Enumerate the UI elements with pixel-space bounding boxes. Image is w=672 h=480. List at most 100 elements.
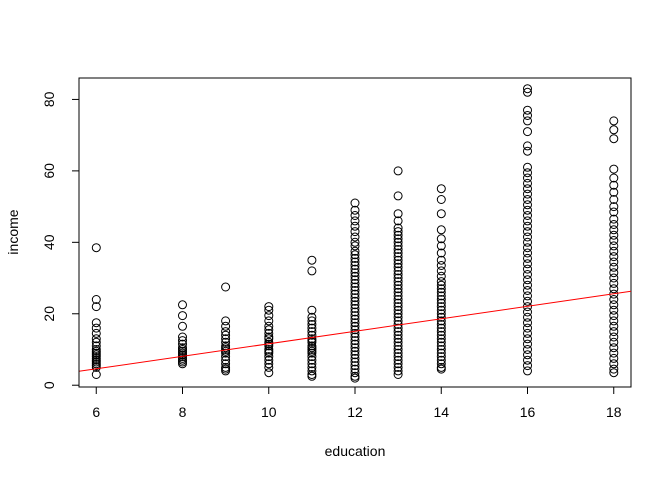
data-point (609, 164, 619, 174)
data-point (393, 323, 403, 333)
data-point (91, 341, 101, 351)
data-point (393, 291, 403, 301)
data-point (609, 364, 619, 374)
data-point (436, 323, 446, 333)
data-point (393, 312, 403, 322)
data-point (436, 327, 446, 337)
data-point (609, 343, 619, 353)
data-point (393, 330, 403, 340)
data-point (264, 316, 274, 326)
data-point (523, 259, 532, 269)
data-point (609, 187, 619, 197)
data-point (436, 266, 446, 276)
data-point (221, 352, 231, 362)
data-point (307, 359, 317, 369)
data-point (609, 134, 619, 144)
data-point (393, 227, 403, 237)
data-point (393, 341, 403, 351)
data-point (350, 264, 360, 274)
data-point (350, 296, 360, 306)
data-point (523, 237, 532, 247)
y-tick-label: 40 (41, 234, 57, 250)
data-point (350, 336, 360, 346)
data-point (393, 241, 403, 251)
data-point (436, 195, 446, 204)
data-point (221, 359, 231, 369)
data-point (350, 325, 360, 335)
data-point (436, 359, 446, 369)
data-point (91, 318, 101, 328)
y-tick-label: 60 (41, 163, 57, 179)
data-point (393, 248, 403, 258)
data-point (609, 278, 619, 288)
data-point (523, 105, 532, 115)
data-point (393, 309, 403, 319)
data-point (523, 221, 532, 231)
data-point (523, 328, 532, 338)
data-point (523, 173, 532, 183)
data-point (221, 334, 231, 344)
data-point (264, 352, 274, 362)
data-point (609, 173, 619, 183)
data-point (609, 368, 619, 378)
data-point (178, 339, 187, 349)
data-point (609, 268, 619, 278)
data-point (91, 302, 101, 312)
data-point (350, 237, 360, 247)
data-point (393, 352, 403, 362)
data-point (264, 341, 274, 351)
data-point (393, 209, 403, 219)
data-point (393, 166, 403, 176)
data-point (264, 311, 274, 321)
data-point (350, 332, 360, 342)
data-point (609, 295, 619, 304)
data-point (350, 373, 360, 383)
data-point (609, 300, 619, 310)
data-point (307, 352, 317, 362)
data-point (523, 205, 532, 215)
data-point (523, 291, 532, 301)
data-point (523, 366, 532, 376)
data-point (436, 320, 446, 329)
data-point (523, 178, 532, 188)
data-point (91, 243, 101, 253)
data-point (350, 357, 360, 367)
data-point (523, 318, 532, 328)
data-point (393, 245, 403, 254)
data-point (393, 223, 403, 233)
data-point (523, 270, 532, 279)
data-point (91, 328, 101, 338)
data-point (307, 330, 317, 340)
data-point (436, 298, 446, 308)
data-point (523, 275, 532, 285)
data-point (307, 348, 317, 358)
data-point (221, 327, 231, 337)
data-point (393, 252, 403, 262)
data-point (264, 334, 274, 344)
data-point (523, 111, 532, 120)
data-point (609, 230, 619, 240)
data-point (91, 370, 101, 379)
data-point (523, 350, 532, 360)
data-point (221, 355, 231, 365)
data-point (221, 337, 231, 347)
data-point (523, 195, 532, 204)
data-point (350, 303, 360, 313)
data-point (178, 311, 187, 321)
data-point (609, 284, 619, 294)
data-point (307, 266, 317, 276)
data-point (178, 359, 187, 369)
data-point (307, 316, 317, 326)
data-point (609, 316, 619, 326)
data-point (523, 296, 532, 306)
data-point (393, 255, 403, 265)
data-point (523, 323, 532, 333)
data-point (609, 236, 619, 245)
data-point (350, 314, 360, 324)
data-point (436, 364, 446, 374)
x-tick-label: 12 (347, 404, 363, 420)
data-point (350, 241, 360, 251)
data-point (393, 334, 403, 344)
data-point (436, 184, 446, 194)
data-point (178, 336, 187, 346)
